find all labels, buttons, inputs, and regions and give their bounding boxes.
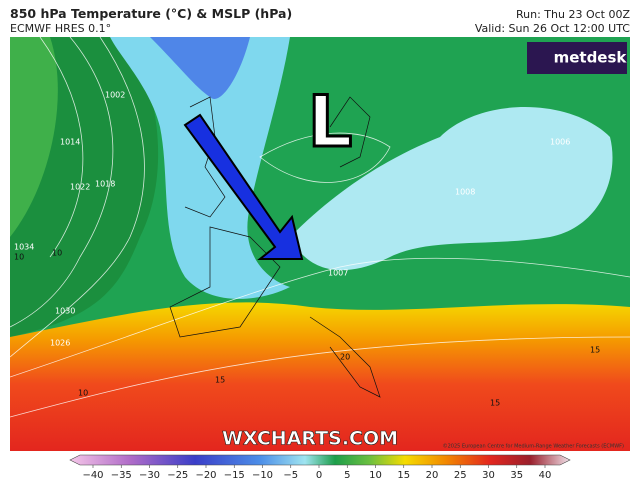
isobar-label: 1014 (60, 138, 80, 147)
isobar-label: 1018 (95, 180, 115, 189)
model: ECMWF HRES 0.1° (10, 22, 112, 35)
colorbar-tick-label: 40 (539, 470, 552, 481)
isobar-label: 1002 (105, 91, 125, 100)
temperature-label: 15 (590, 346, 600, 355)
title: 850 hPa Temperature (°C) & MSLP (hPa) (10, 6, 293, 21)
warm-air (10, 302, 630, 451)
isobar-label: 1007 (328, 269, 348, 278)
colorbar-tick-label: 30 (482, 470, 495, 481)
isobar-label: 1008 (455, 188, 475, 197)
isobars (10, 37, 630, 418)
map: L 1002 1014 1022 1018 1034 1030 1026 100… (10, 37, 630, 451)
copyright: ©2025 European Centre for Medium-Range W… (443, 443, 624, 450)
colorbar-tick-label: 20 (426, 470, 439, 481)
run-time: Run: Thu 23 Oct 00Z (516, 8, 630, 21)
colorbar-tick-label: 5 (344, 470, 350, 481)
isobar-labels: 1002 1014 1022 1018 1034 1030 1026 1007 … (14, 91, 570, 348)
colorbar-tick-label: 0 (316, 470, 322, 481)
watermark: WXCHARTS.COM (222, 428, 398, 450)
temperature-label: 15 (215, 376, 225, 385)
ocean-mild (10, 37, 58, 237)
flow-arrow (183, 113, 304, 260)
logo-box (527, 42, 627, 74)
isobar-label: 1006 (550, 138, 570, 147)
isobar-label: 1022 (70, 183, 90, 192)
temperature-labels: 10 10 10 15 20 15 15 (14, 249, 600, 408)
colorbar-tick-label: −35 (111, 470, 132, 481)
colorbar-tick-label: −25 (167, 470, 188, 481)
temperature-label: 20 (340, 353, 350, 362)
colorbar: −40 −35 −30 −25 −20 −15 −10 −5 0 5 10 15 20 25 30 35 40 (69, 454, 571, 481)
colorbar-ramp (69, 454, 571, 466)
coastlines (169, 96, 381, 398)
colorbar-tick-label: 15 (397, 470, 410, 481)
temperature-label: 15 (490, 399, 500, 408)
logo: metdesk (554, 49, 628, 67)
cold-pool-west (110, 37, 290, 299)
isobar-label: 1030 (55, 307, 75, 316)
temperature-label: 10 (78, 389, 88, 398)
valid-time: Valid: Sun 26 Oct 12:00 UTC (474, 22, 630, 35)
cold-pool-east (290, 107, 613, 271)
colorbar-tick-label: −15 (224, 470, 245, 481)
colorbar-tick-label: −10 (252, 470, 273, 481)
colorbar-tick-label: −30 (139, 470, 160, 481)
cold-core (150, 37, 250, 99)
colorbar-tick-label: 10 (369, 470, 382, 481)
colorbar-tick-label: −5 (283, 470, 298, 481)
temperature-label: 10 (52, 249, 62, 258)
isobar-label: 1034 (14, 243, 34, 252)
colorbar-tick-label: −20 (195, 470, 216, 481)
isobar-label: 1026 (50, 339, 70, 348)
low-marker: L (308, 81, 353, 163)
colorbar-tick-label: 25 (454, 470, 467, 481)
colorbar-tick-label: 35 (510, 470, 523, 481)
temperature-label: 10 (14, 253, 24, 262)
colorbar-tick-label: −40 (82, 470, 103, 481)
